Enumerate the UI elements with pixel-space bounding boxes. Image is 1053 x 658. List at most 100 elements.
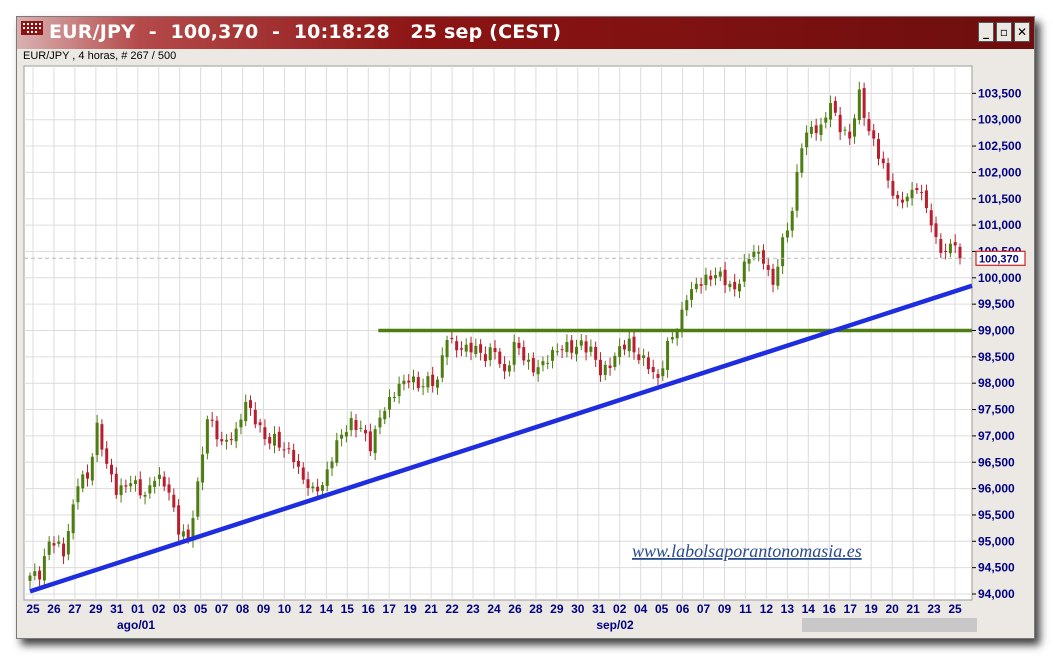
y-tick-label: 100,000 <box>978 271 1022 285</box>
candle-body <box>551 350 555 361</box>
candle-body <box>407 380 411 383</box>
restore-button[interactable]: ▫ <box>996 22 1012 42</box>
candle-body <box>66 531 70 555</box>
candle-body <box>330 461 334 469</box>
candle-body <box>177 505 181 535</box>
candle-body <box>33 571 37 576</box>
candle-body <box>445 340 449 358</box>
x-tick-label: 23 <box>927 602 941 616</box>
candle-body <box>359 427 363 429</box>
candle-body <box>958 246 962 259</box>
x-tick-label: 07 <box>215 602 229 616</box>
candle-body <box>642 355 646 359</box>
candle-body <box>52 543 56 546</box>
x-tick-label: 23 <box>466 602 480 616</box>
candle-body <box>809 126 813 134</box>
candle-body <box>229 439 233 441</box>
candle-body <box>124 485 128 487</box>
candle-body <box>239 419 243 428</box>
candle-body <box>292 449 296 463</box>
candle-body <box>666 340 670 370</box>
x-tick-label: 24 <box>487 602 501 616</box>
candle-body <box>38 570 42 580</box>
y-tick-label: 95,500 <box>978 508 1015 522</box>
x-tick-label: 08 <box>236 602 250 616</box>
candle-body <box>105 448 109 464</box>
candle-body <box>944 250 948 252</box>
candle-body <box>737 283 741 292</box>
candle-body <box>431 374 435 386</box>
minimize-button[interactable]: _ <box>978 22 994 42</box>
candle-body <box>915 187 919 191</box>
candle-body <box>661 368 665 377</box>
candle-body <box>57 541 61 544</box>
x-tick-label: 05 <box>655 602 669 616</box>
candle-body <box>90 456 94 481</box>
candle-body <box>766 265 770 270</box>
y-tick-label: 96,500 <box>978 455 1015 469</box>
candle-body <box>114 473 118 495</box>
x-tick-label: 05 <box>194 602 208 616</box>
candle-body <box>354 420 358 431</box>
x-tick-label: 11 <box>739 602 752 616</box>
plot-area <box>23 65 973 601</box>
scrollbar-thumb[interactable] <box>802 618 977 632</box>
candle-body <box>71 504 75 534</box>
candle-body <box>421 386 425 388</box>
candle-body <box>800 148 804 173</box>
close-button[interactable]: ✕ <box>1014 22 1030 42</box>
candle-body <box>877 139 881 159</box>
candle-body <box>728 283 732 288</box>
candle-body <box>249 400 253 408</box>
candle-body <box>86 472 90 479</box>
candle-body <box>133 480 137 484</box>
candle-body <box>426 376 430 388</box>
candle-body <box>699 284 703 286</box>
x-tick-label: 20 <box>885 602 899 616</box>
candle-body <box>536 367 540 375</box>
x-tick-label: 25 <box>948 602 962 616</box>
candle-body <box>560 349 564 351</box>
x-tick-label: 31 <box>110 602 124 616</box>
candle-body <box>848 131 852 139</box>
candle-body <box>833 100 837 113</box>
candle-body <box>100 424 104 450</box>
candle-body <box>646 357 650 370</box>
candle-body <box>771 268 775 285</box>
y-tick-label: 101,000 <box>978 218 1022 232</box>
title-bar[interactable]: EUR/JPY - 100,370 - 10:18:28 25 sep (CES… <box>17 17 1034 49</box>
candle-body <box>714 275 718 279</box>
candle-body <box>282 449 286 451</box>
candle-body <box>153 480 157 487</box>
candle-body <box>675 332 679 339</box>
candle-body <box>690 289 694 300</box>
x-tick-label: 17 <box>844 602 858 616</box>
candle-body <box>416 377 420 389</box>
candle-body <box>181 531 185 537</box>
y-tick-label: 97,000 <box>978 429 1015 443</box>
candle-body <box>718 271 722 277</box>
candle-body <box>656 373 660 379</box>
candle-body <box>459 348 463 350</box>
x-tick-label: 19 <box>404 602 418 616</box>
x-tick-label: 25 <box>26 602 40 616</box>
window-title: EUR/JPY - 100,370 - 10:18:28 25 sep (CES… <box>49 21 562 43</box>
candle-body <box>929 210 933 226</box>
candle-body <box>886 163 890 181</box>
candle-body <box>196 481 200 517</box>
candle-body <box>805 132 809 148</box>
candle-body <box>172 494 176 508</box>
candle-body <box>651 367 655 372</box>
candle-body <box>608 365 612 368</box>
candle-body <box>733 281 737 290</box>
candle-body <box>603 364 607 375</box>
candle-body <box>546 362 550 364</box>
candle-body <box>397 383 401 397</box>
x-tick-label: 19 <box>865 602 879 616</box>
x-tick-label: 22 <box>445 602 459 616</box>
candle-body <box>119 485 123 496</box>
x-tick-label: 10 <box>278 602 292 616</box>
candle-body <box>95 422 99 456</box>
x-tick-label: 02 <box>152 602 166 616</box>
